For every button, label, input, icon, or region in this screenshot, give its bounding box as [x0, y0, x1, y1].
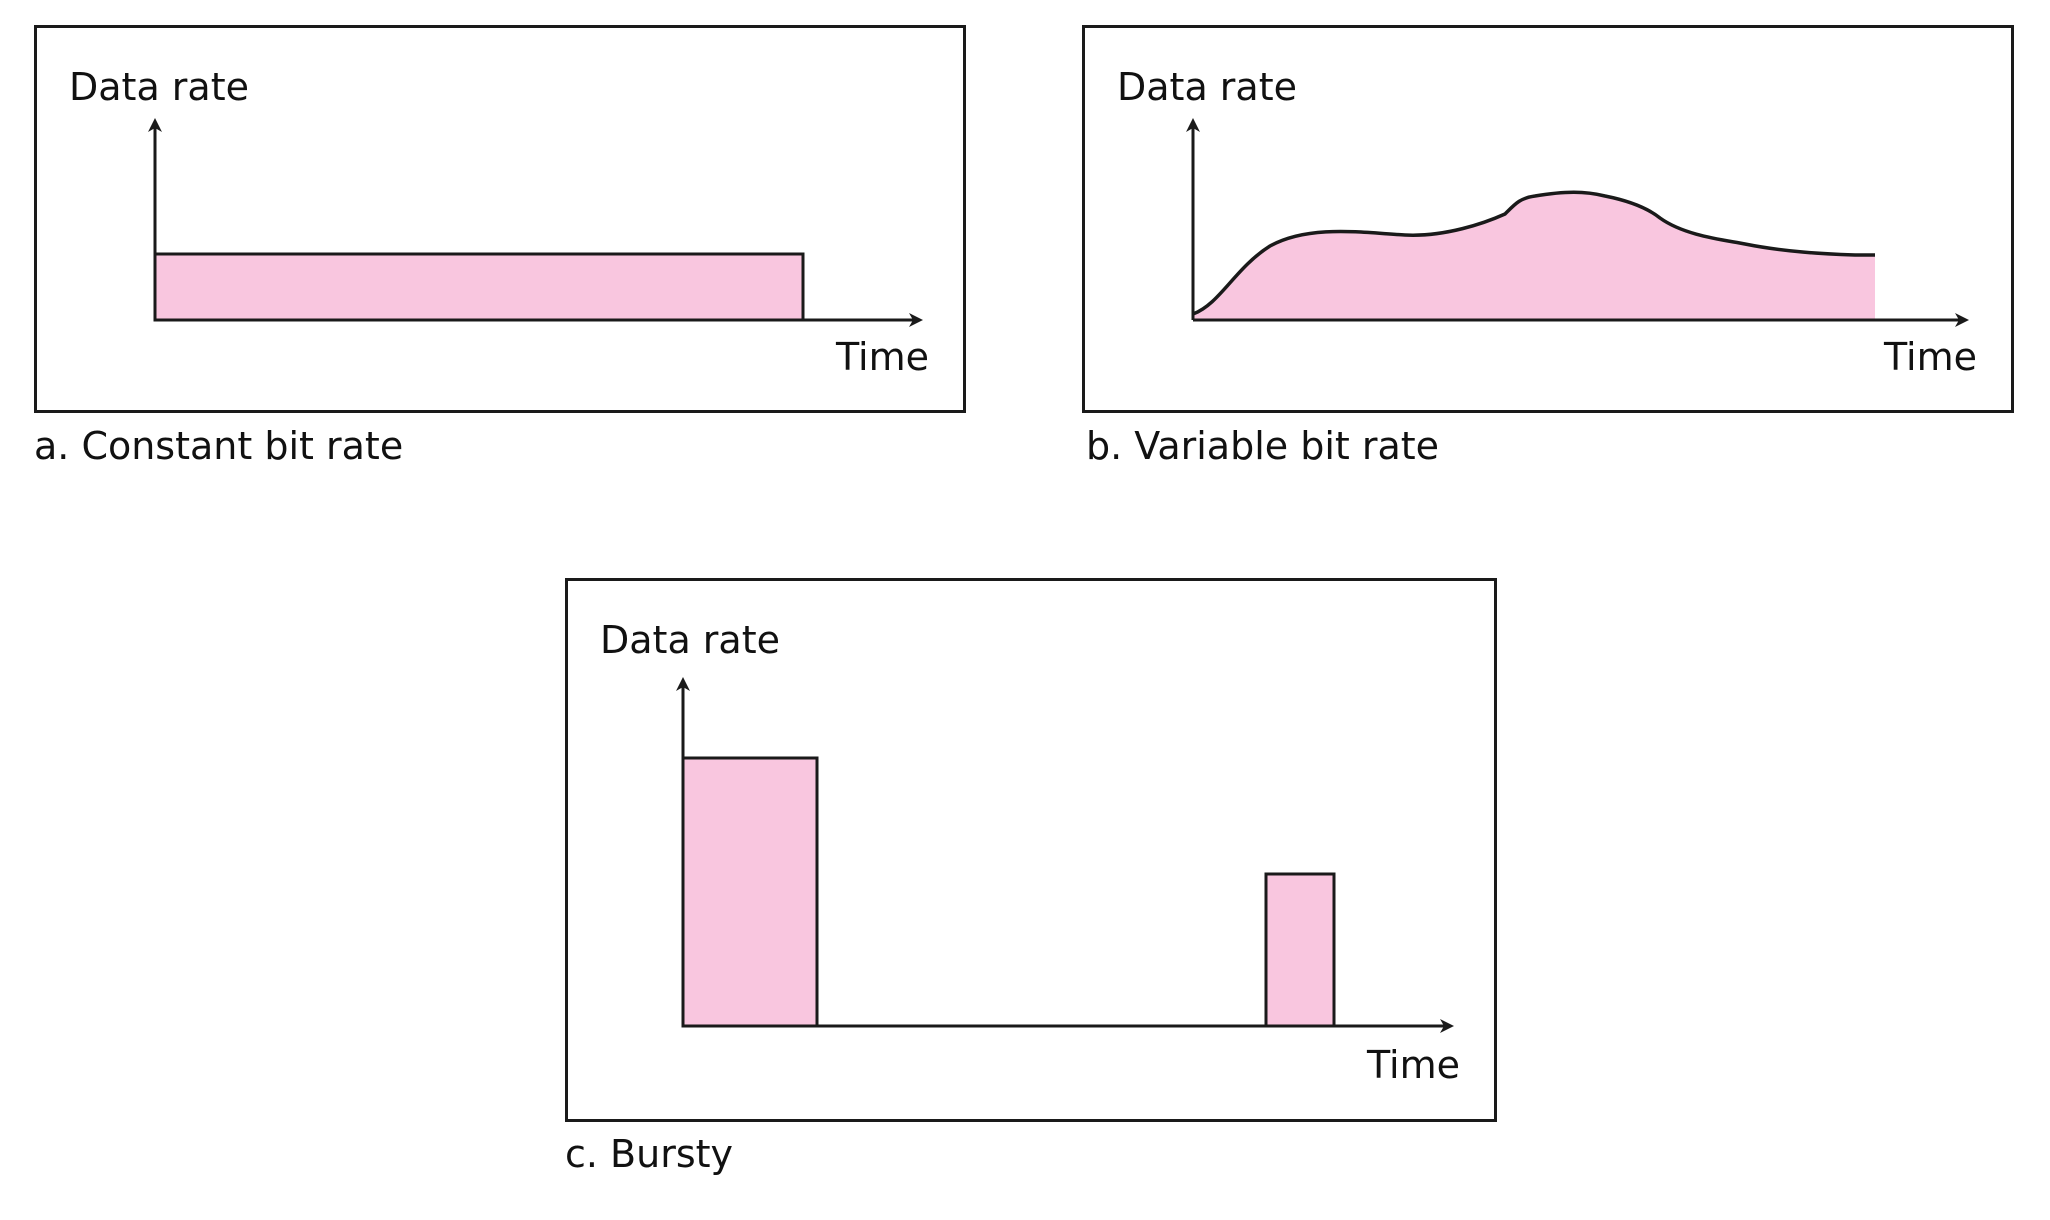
burst-block-2 — [1264, 872, 1336, 1028]
bursty-graph — [676, 677, 1454, 1033]
caption-b: b. Variable bit rate — [1086, 424, 1440, 468]
y-axis-label: Data rate — [600, 618, 780, 662]
x-axis-label: Time — [1367, 1043, 1460, 1087]
y-axis-label: Data rate — [69, 65, 249, 109]
variable-bit-rate-graph — [1186, 118, 1969, 327]
bursty-panel: Data rate Time — [565, 578, 1497, 1122]
caption-a: a. Constant bit rate — [34, 424, 404, 468]
x-axis-label: Time — [836, 335, 929, 379]
constant-rate-block — [153, 252, 805, 322]
variable-bit-rate-panel: Data rate Time — [1082, 25, 2014, 413]
variable-rate-curve — [1192, 190, 1875, 316]
variable-rate-area — [1193, 192, 1875, 320]
constant-bit-rate-panel: Data rate Time — [34, 25, 966, 413]
constant-bit-rate-graph — [148, 118, 923, 327]
caption-c: c. Bursty — [565, 1132, 734, 1176]
x-axis-label: Time — [1884, 335, 1977, 379]
burst-block-1 — [681, 756, 819, 1028]
y-axis-label: Data rate — [1117, 65, 1297, 109]
